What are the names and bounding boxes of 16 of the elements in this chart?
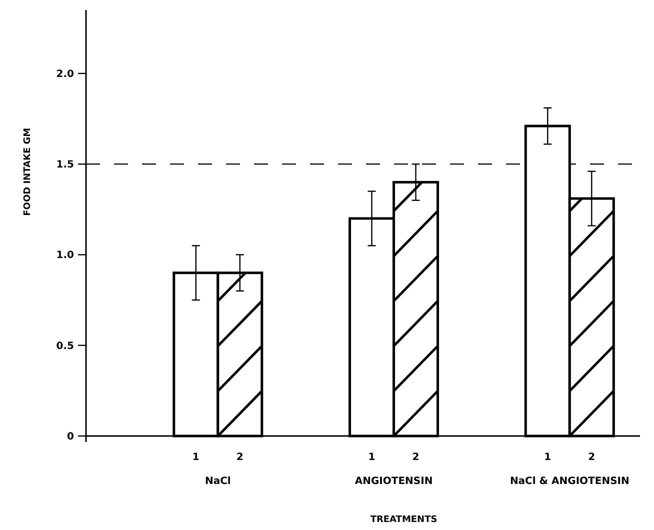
series-label: 2 (236, 452, 244, 463)
text: 2 (588, 452, 596, 463)
text: 1 (368, 452, 376, 463)
y-axis-title: FOOD INTAKE GM (23, 128, 33, 216)
text: 2 (412, 452, 420, 463)
y-tick-label: 1.5 (56, 160, 74, 171)
y-tick-label: 0.5 (56, 340, 74, 352)
y-tick-label: 1.0 (56, 250, 74, 262)
x-axis-title: TREATMENTS (370, 515, 438, 525)
y-tick-label: 0 (67, 432, 74, 442)
x-tick-label: ANGIOTENSIN (354, 476, 433, 487)
x-tick-label: NaCl (204, 476, 231, 487)
x-tick-label: NaCl & ANGIOTENSIN (510, 476, 630, 487)
y-tick-label: 2.0 (56, 68, 74, 80)
series-label: 1 (192, 452, 200, 463)
text: 1 (544, 452, 552, 463)
